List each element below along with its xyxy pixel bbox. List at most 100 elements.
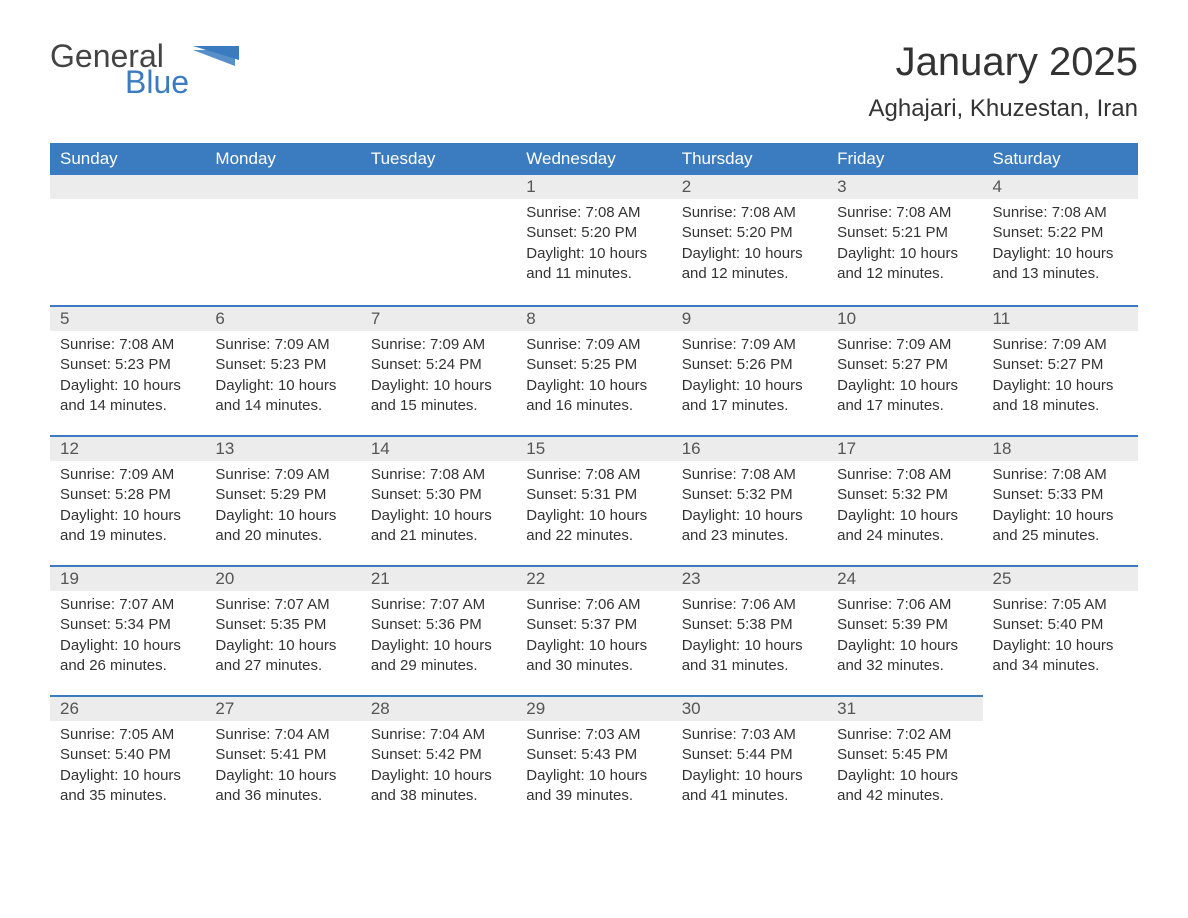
sunset-line: Sunset: 5:33 PM [993, 485, 1128, 505]
sunset-line: Sunset: 5:28 PM [60, 485, 195, 505]
daylight-line: Daylight: 10 hours and 14 minutes. [215, 376, 350, 417]
day-number: 22 [516, 567, 671, 591]
day-details: Sunrise: 7:04 AMSunset: 5:41 PMDaylight:… [205, 721, 360, 816]
sunrise-line: Sunrise: 7:04 AM [215, 725, 350, 745]
daylight-line: Daylight: 10 hours and 41 minutes. [682, 766, 817, 807]
calendar-cell [361, 175, 516, 305]
daylight-line: Daylight: 10 hours and 42 minutes. [837, 766, 972, 807]
sunrise-line: Sunrise: 7:08 AM [993, 465, 1128, 485]
day-details: Sunrise: 7:06 AMSunset: 5:37 PMDaylight:… [516, 591, 671, 686]
daylight-line: Daylight: 10 hours and 36 minutes. [215, 766, 350, 807]
day-details: Sunrise: 7:09 AMSunset: 5:25 PMDaylight:… [516, 331, 671, 426]
day-details: Sunrise: 7:08 AMSunset: 5:31 PMDaylight:… [516, 461, 671, 556]
sunrise-line: Sunrise: 7:09 AM [60, 465, 195, 485]
day-number: 13 [205, 437, 360, 461]
sunset-line: Sunset: 5:44 PM [682, 745, 817, 765]
sunrise-line: Sunrise: 7:07 AM [371, 595, 506, 615]
calendar-cell: 26Sunrise: 7:05 AMSunset: 5:40 PMDayligh… [50, 695, 205, 825]
calendar-week-row: 26Sunrise: 7:05 AMSunset: 5:40 PMDayligh… [50, 695, 1138, 825]
day-number: 27 [205, 697, 360, 721]
calendar-cell: 29Sunrise: 7:03 AMSunset: 5:43 PMDayligh… [516, 695, 671, 825]
sunset-line: Sunset: 5:25 PM [526, 355, 661, 375]
day-number-empty [361, 175, 516, 199]
sunrise-line: Sunrise: 7:03 AM [682, 725, 817, 745]
brand-flag-icon [193, 46, 239, 79]
sunset-line: Sunset: 5:43 PM [526, 745, 661, 765]
calendar-cell: 21Sunrise: 7:07 AMSunset: 5:36 PMDayligh… [361, 565, 516, 695]
day-number: 30 [672, 697, 827, 721]
day-number: 25 [983, 567, 1138, 591]
day-details: Sunrise: 7:09 AMSunset: 5:24 PMDaylight:… [361, 331, 516, 426]
sunset-line: Sunset: 5:20 PM [682, 223, 817, 243]
daylight-line: Daylight: 10 hours and 19 minutes. [60, 506, 195, 547]
day-number: 8 [516, 307, 671, 331]
day-details: Sunrise: 7:09 AMSunset: 5:27 PMDaylight:… [983, 331, 1138, 426]
calendar-cell [50, 175, 205, 305]
day-number: 24 [827, 567, 982, 591]
calendar-cell: 27Sunrise: 7:04 AMSunset: 5:41 PMDayligh… [205, 695, 360, 825]
calendar-cell: 25Sunrise: 7:05 AMSunset: 5:40 PMDayligh… [983, 565, 1138, 695]
calendar-cell: 30Sunrise: 7:03 AMSunset: 5:44 PMDayligh… [672, 695, 827, 825]
calendar-week-row: 1Sunrise: 7:08 AMSunset: 5:20 PMDaylight… [50, 175, 1138, 305]
sunrise-line: Sunrise: 7:08 AM [526, 203, 661, 223]
sunset-line: Sunset: 5:32 PM [682, 485, 817, 505]
weekday-header: Sunday [50, 143, 205, 175]
day-details: Sunrise: 7:08 AMSunset: 5:32 PMDaylight:… [672, 461, 827, 556]
daylight-line: Daylight: 10 hours and 17 minutes. [682, 376, 817, 417]
sunrise-line: Sunrise: 7:06 AM [837, 595, 972, 615]
sunrise-line: Sunrise: 7:08 AM [682, 203, 817, 223]
daylight-line: Daylight: 10 hours and 25 minutes. [993, 506, 1128, 547]
day-details: Sunrise: 7:05 AMSunset: 5:40 PMDaylight:… [50, 721, 205, 816]
daylight-line: Daylight: 10 hours and 23 minutes. [682, 506, 817, 547]
day-number: 31 [827, 697, 982, 721]
day-details: Sunrise: 7:08 AMSunset: 5:33 PMDaylight:… [983, 461, 1138, 556]
calendar-cell: 14Sunrise: 7:08 AMSunset: 5:30 PMDayligh… [361, 435, 516, 565]
daylight-line: Daylight: 10 hours and 20 minutes. [215, 506, 350, 547]
daylight-line: Daylight: 10 hours and 31 minutes. [682, 636, 817, 677]
calendar-cell: 24Sunrise: 7:06 AMSunset: 5:39 PMDayligh… [827, 565, 982, 695]
sunset-line: Sunset: 5:38 PM [682, 615, 817, 635]
daylight-line: Daylight: 10 hours and 15 minutes. [371, 376, 506, 417]
sunrise-line: Sunrise: 7:08 AM [526, 465, 661, 485]
page-header: General Blue January 2025 Aghajari, Khuz… [50, 40, 1138, 123]
daylight-line: Daylight: 10 hours and 35 minutes. [60, 766, 195, 807]
sunset-line: Sunset: 5:23 PM [60, 355, 195, 375]
day-details: Sunrise: 7:04 AMSunset: 5:42 PMDaylight:… [361, 721, 516, 816]
day-number: 6 [205, 307, 360, 331]
day-details: Sunrise: 7:07 AMSunset: 5:34 PMDaylight:… [50, 591, 205, 686]
day-details: Sunrise: 7:02 AMSunset: 5:45 PMDaylight:… [827, 721, 982, 816]
sunset-line: Sunset: 5:26 PM [682, 355, 817, 375]
daylight-line: Daylight: 10 hours and 16 minutes. [526, 376, 661, 417]
day-details: Sunrise: 7:09 AMSunset: 5:23 PMDaylight:… [205, 331, 360, 426]
daylight-line: Daylight: 10 hours and 38 minutes. [371, 766, 506, 807]
sunrise-line: Sunrise: 7:02 AM [837, 725, 972, 745]
sunrise-line: Sunrise: 7:06 AM [682, 595, 817, 615]
calendar-week-row: 19Sunrise: 7:07 AMSunset: 5:34 PMDayligh… [50, 565, 1138, 695]
sunset-line: Sunset: 5:45 PM [837, 745, 972, 765]
daylight-line: Daylight: 10 hours and 12 minutes. [837, 244, 972, 285]
sunset-line: Sunset: 5:21 PM [837, 223, 972, 243]
day-number: 9 [672, 307, 827, 331]
sunrise-line: Sunrise: 7:07 AM [215, 595, 350, 615]
daylight-line: Daylight: 10 hours and 39 minutes. [526, 766, 661, 807]
title-block: January 2025 Aghajari, Khuzestan, Iran [869, 40, 1139, 123]
sunset-line: Sunset: 5:32 PM [837, 485, 972, 505]
daylight-line: Daylight: 10 hours and 27 minutes. [215, 636, 350, 677]
daylight-line: Daylight: 10 hours and 18 minutes. [993, 376, 1128, 417]
weekday-header: Saturday [983, 143, 1138, 175]
sunset-line: Sunset: 5:40 PM [60, 745, 195, 765]
calendar-cell: 5Sunrise: 7:08 AMSunset: 5:23 PMDaylight… [50, 305, 205, 435]
calendar-cell: 2Sunrise: 7:08 AMSunset: 5:20 PMDaylight… [672, 175, 827, 305]
calendar-cell: 7Sunrise: 7:09 AMSunset: 5:24 PMDaylight… [361, 305, 516, 435]
calendar-week-row: 12Sunrise: 7:09 AMSunset: 5:28 PMDayligh… [50, 435, 1138, 565]
sunrise-line: Sunrise: 7:03 AM [526, 725, 661, 745]
weekday-header: Tuesday [361, 143, 516, 175]
sunrise-line: Sunrise: 7:09 AM [215, 335, 350, 355]
sunrise-line: Sunrise: 7:08 AM [993, 203, 1128, 223]
day-number: 1 [516, 175, 671, 199]
day-details: Sunrise: 7:07 AMSunset: 5:36 PMDaylight:… [361, 591, 516, 686]
day-number: 23 [672, 567, 827, 591]
day-details: Sunrise: 7:03 AMSunset: 5:44 PMDaylight:… [672, 721, 827, 816]
calendar-cell: 22Sunrise: 7:06 AMSunset: 5:37 PMDayligh… [516, 565, 671, 695]
sunset-line: Sunset: 5:27 PM [993, 355, 1128, 375]
